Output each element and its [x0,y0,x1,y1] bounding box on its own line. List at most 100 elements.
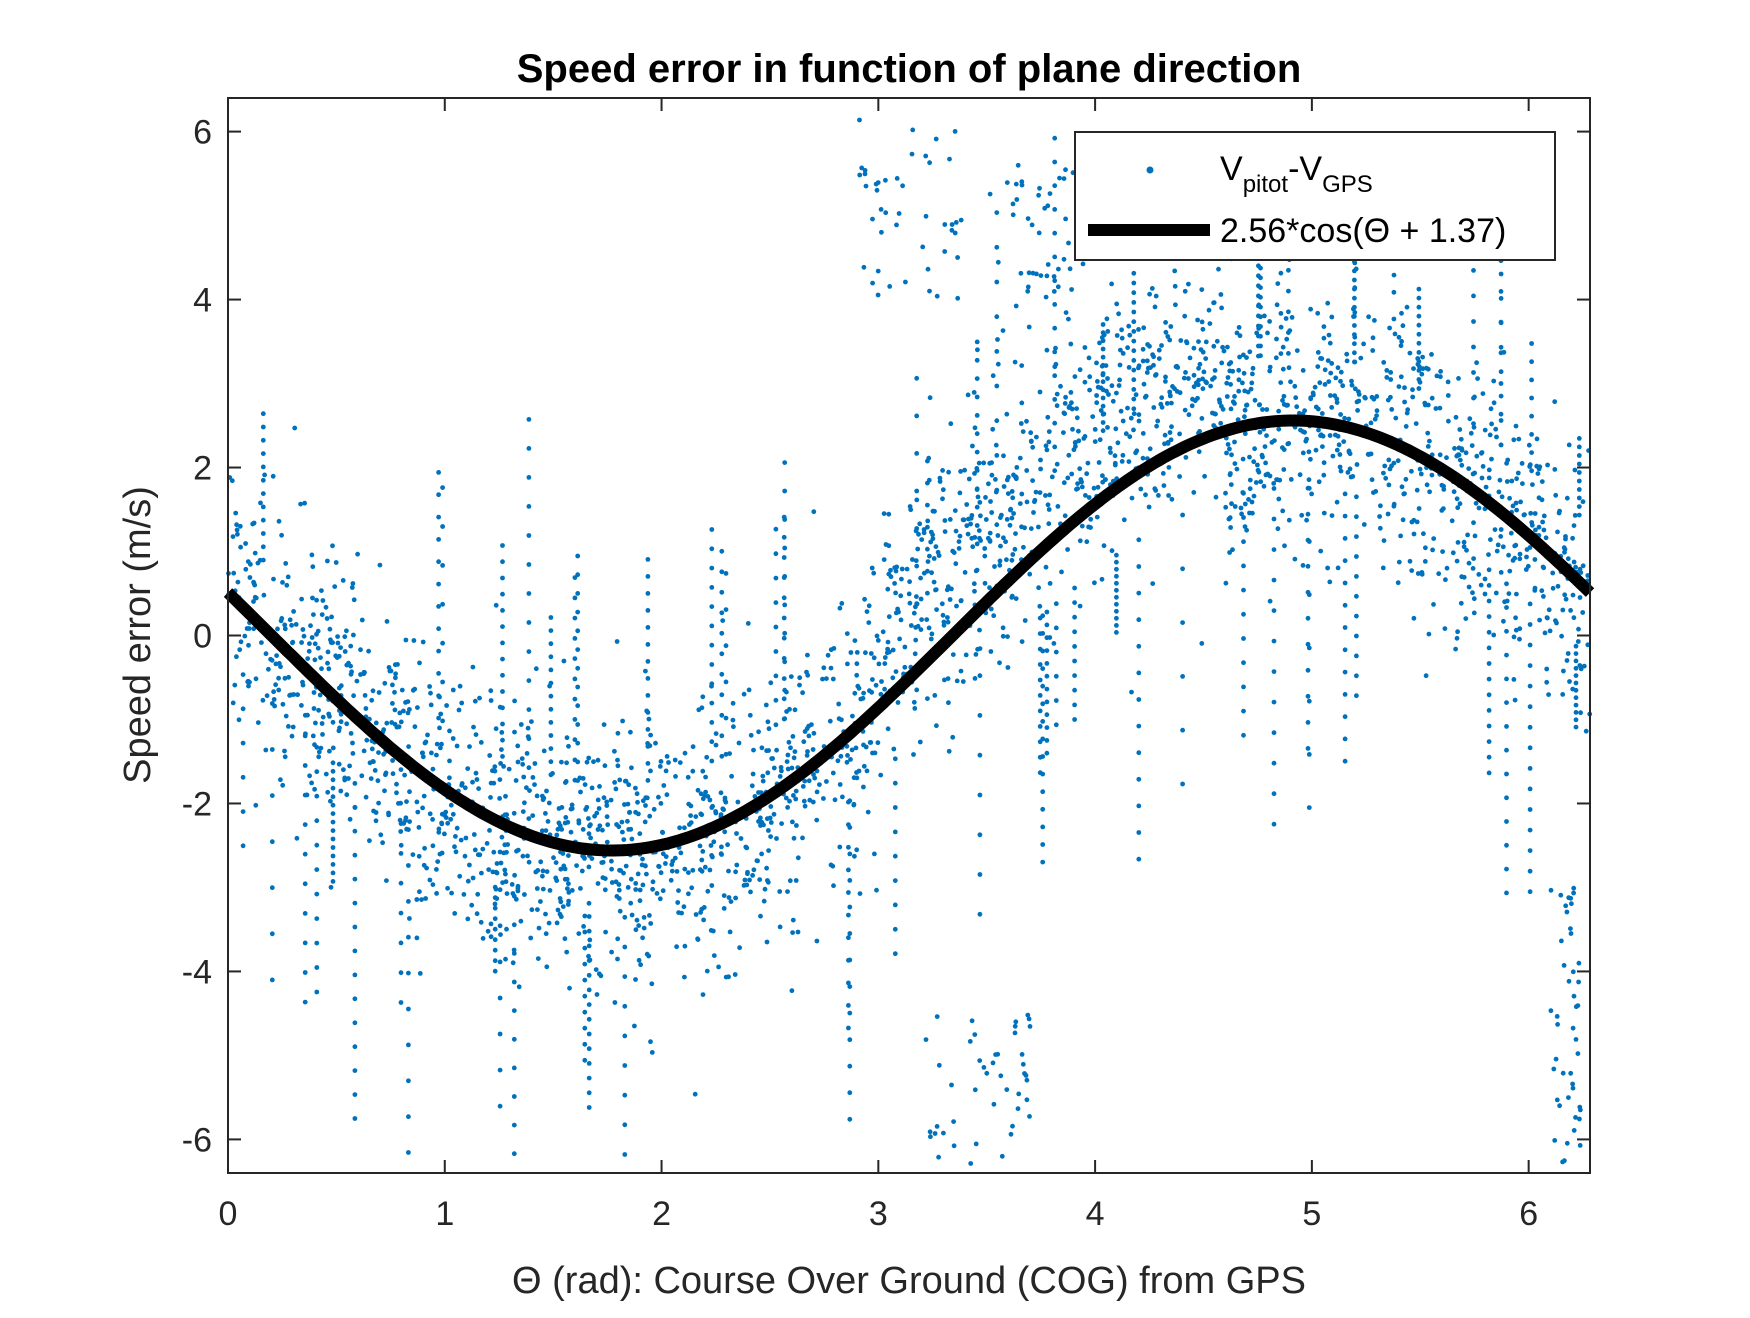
scatter-point [649,1050,655,1055]
scatter-point [964,502,970,507]
scatter-point [459,700,465,706]
scatter-point [615,936,621,942]
scatter-point [1280,398,1285,403]
scatter-point [260,697,266,703]
scatter-point [394,781,399,787]
scatter-point [1285,441,1291,447]
scatter-point [927,288,932,294]
scatter-point [263,651,269,657]
scatter-point [709,883,715,888]
scatter-point [471,724,476,730]
scatter-point [1486,629,1492,635]
scatter-point [757,877,763,882]
scatter-point [1560,607,1566,613]
scatter-point [1196,449,1202,455]
scatter-point [1416,359,1422,364]
scatter-point [348,643,354,649]
scatter-point [1528,510,1534,516]
scatter-point [643,668,648,674]
scatter-point [804,669,809,675]
scatter-point [397,710,403,716]
scatter-point [1330,453,1336,459]
x-tick-label: 5 [1302,1195,1321,1233]
scatter-point [1411,615,1417,621]
scatter-point [1527,622,1533,627]
scatter-point [548,706,554,712]
scatter-point [1352,277,1357,283]
scatter-point [263,747,269,753]
scatter-point [1529,520,1535,525]
scatter-point [1581,663,1587,669]
scatter-point [890,647,896,653]
scatter-point [1150,581,1156,586]
scatter-point [500,880,505,885]
scatter-point [1125,345,1130,351]
scatter-point [1354,673,1359,679]
scatter-point [974,523,980,528]
scatter-point [802,778,808,784]
scatter-point [609,858,614,864]
scatter-point [837,605,843,611]
scatter-point [1026,324,1032,330]
scatter-point [260,531,266,536]
scatter-point [1053,625,1059,631]
scatter-point [276,518,282,524]
scatter-point [660,888,666,894]
scatter-point [302,500,307,506]
scatter-point [974,468,980,473]
scatter-point [1241,587,1246,593]
scatter-point [497,959,503,965]
scatter-point [1131,367,1137,373]
scatter-point [595,757,601,763]
scatter-point [569,888,575,893]
scatter-point [276,687,282,693]
scatter-point [1327,340,1333,346]
scatter-point [1202,473,1207,479]
scatter-point [1053,601,1059,607]
scatter-point [309,635,315,640]
scatter-point [500,689,505,694]
scatter-point [1388,394,1393,400]
scatter-point [790,734,796,739]
scatter-point [914,413,920,419]
scatter-point [785,805,790,810]
scatter-point [1159,395,1165,401]
scatter-point [270,473,276,479]
scatter-point [1149,286,1155,291]
scatter-point [719,589,725,595]
scatter-point [966,476,972,482]
scatter-point [622,1152,628,1157]
scatter-point [974,376,980,381]
scatter-point [1514,476,1519,482]
scatter-point [1504,842,1509,848]
scatter-point [1258,353,1263,359]
scatter-point [1062,401,1068,406]
scatter-point [875,268,881,274]
scatter-point [1420,354,1425,360]
scatter-point [986,481,991,487]
scatter-point [1210,410,1215,416]
scatter-point [869,565,875,571]
scatter-point [726,895,732,900]
scatter-point [280,580,285,585]
scatter-point [1186,376,1191,381]
scatter-point [1369,477,1375,483]
scatter-point [1306,645,1312,651]
scatter-point [919,537,925,542]
scatter-point [251,599,256,604]
scatter-point [363,706,369,711]
scatter-point [723,607,729,612]
scatter-point [1498,418,1504,423]
scatter-point [515,847,521,853]
scatter-point [1478,582,1484,588]
scatter-point [319,588,324,593]
scatter-point [406,1042,411,1048]
scatter-point [1321,472,1327,478]
scatter-point [645,761,651,766]
scatter-point [947,597,953,602]
scatter-point [932,693,938,698]
scatter-point [462,853,468,859]
scatter-point [1213,494,1219,500]
scatter-point [805,749,810,754]
scatter-point [305,656,311,661]
